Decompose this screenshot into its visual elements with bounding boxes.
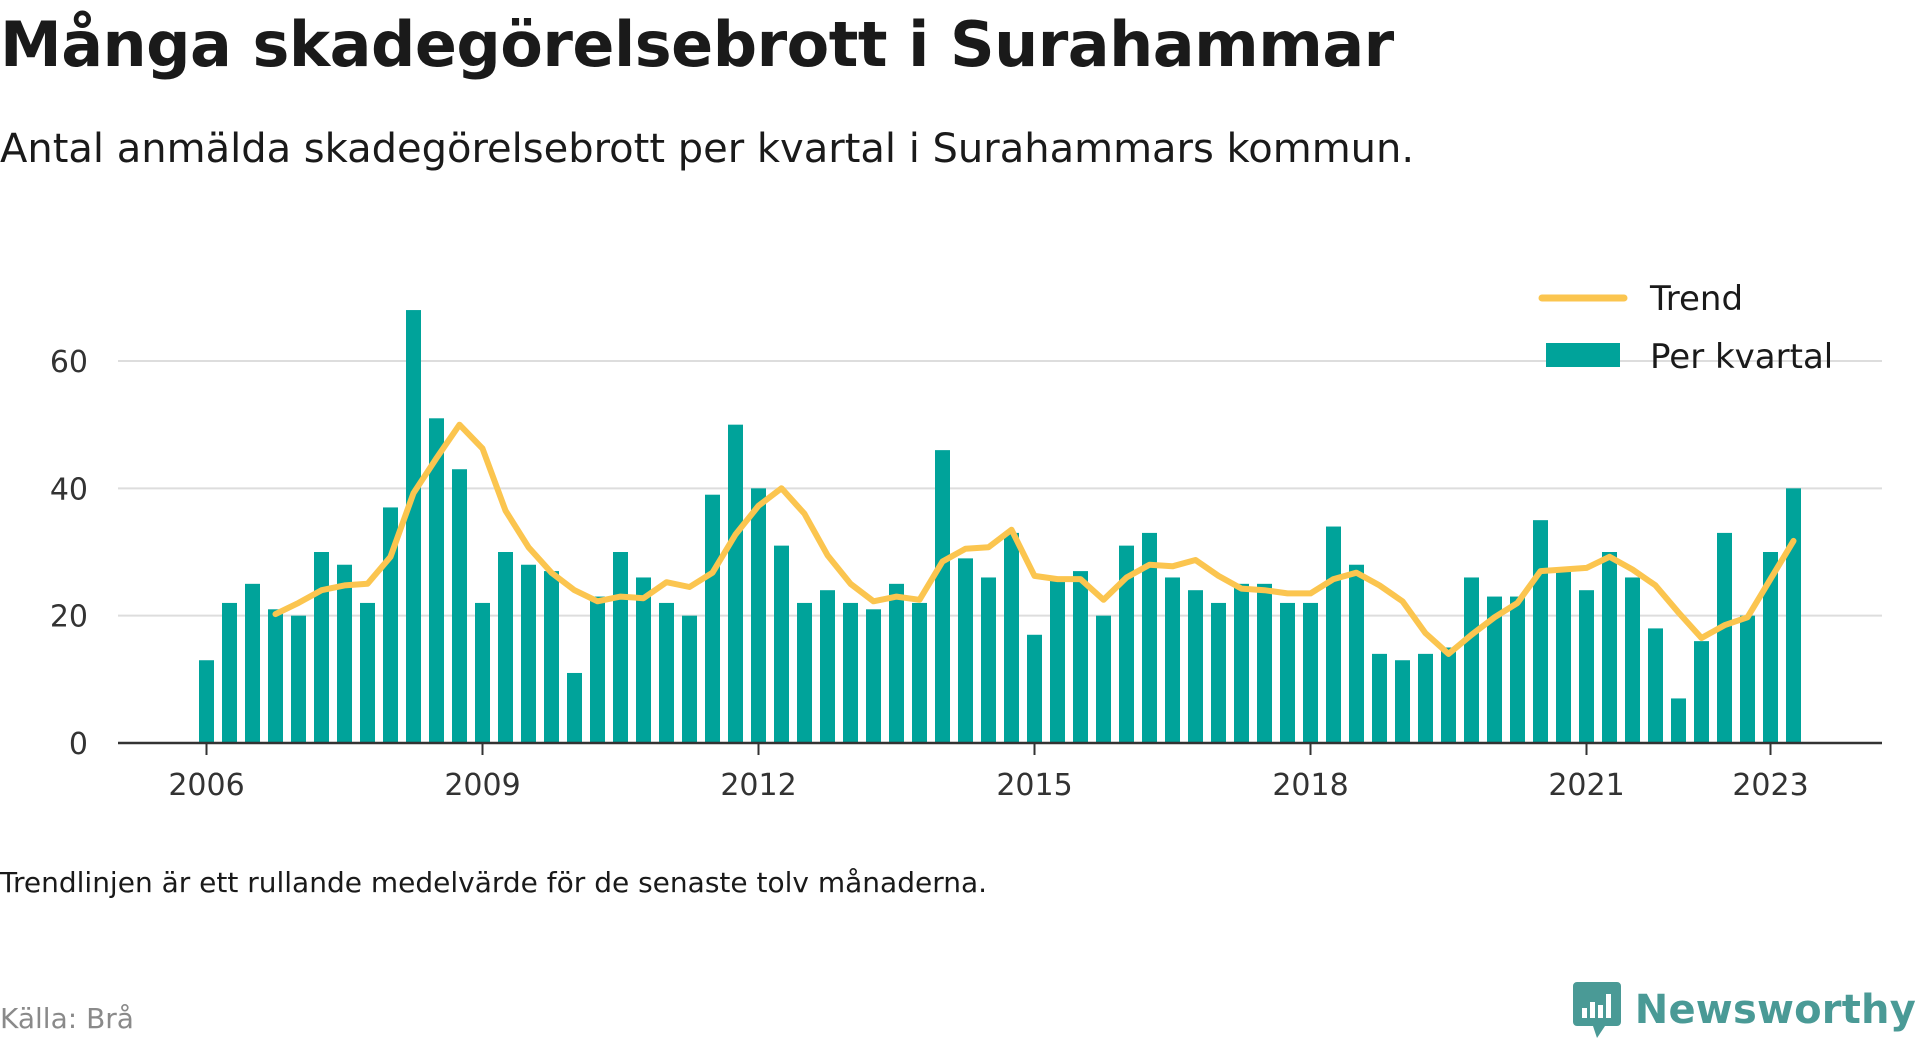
- bar: [705, 494, 720, 743]
- bar: [1027, 634, 1042, 743]
- bar: [1533, 520, 1548, 743]
- bar: [1257, 583, 1272, 743]
- bar: [866, 609, 881, 743]
- bar: [1671, 698, 1686, 743]
- bar: [1326, 526, 1341, 743]
- bar: [682, 615, 697, 743]
- bar: [1602, 552, 1617, 743]
- bar: [1625, 577, 1640, 743]
- bar: [429, 418, 444, 743]
- line-series-trend: [272, 421, 1797, 657]
- bar: [843, 602, 858, 743]
- bar: [659, 602, 674, 743]
- bar: [1280, 602, 1295, 743]
- bar: [1211, 602, 1226, 743]
- legend-bar-swatch: [1546, 343, 1620, 367]
- chart-subtitle: Antal anmälda skadegörelsebrott per kvar…: [0, 126, 1415, 172]
- bar: [751, 488, 766, 743]
- x-tick-label: 2018: [1272, 768, 1348, 803]
- source-label: Källa: Brå: [0, 1002, 134, 1035]
- bar: [1487, 596, 1502, 743]
- bar: [935, 450, 950, 743]
- brand-name: Newsworthy: [1634, 987, 1916, 1033]
- bar: [337, 564, 352, 743]
- bar: [1579, 590, 1594, 743]
- bar: [1165, 577, 1180, 743]
- bar: [567, 672, 582, 743]
- x-tick-label: 2015: [996, 768, 1072, 803]
- bar: [291, 615, 306, 743]
- bar: [1556, 571, 1571, 743]
- bar: [1372, 653, 1387, 743]
- bar-series-per-kvartal: [199, 310, 1801, 743]
- bar: [245, 583, 260, 743]
- y-tick-label: 60: [50, 345, 88, 380]
- x-tick-label: 2021: [1548, 768, 1624, 803]
- bar: [1234, 583, 1249, 743]
- bar: [958, 558, 973, 743]
- y-tick-label: 0: [69, 727, 88, 762]
- legend-trend-label: Trend: [1649, 279, 1743, 319]
- bar: [498, 552, 513, 743]
- bar: [1050, 577, 1065, 743]
- bar: [544, 571, 559, 743]
- bar: [360, 602, 375, 743]
- bar: [1740, 615, 1755, 743]
- bar: [1418, 653, 1433, 743]
- bar: [1464, 577, 1479, 743]
- newsworthy-logo-icon: [1572, 982, 1621, 1038]
- bar: [199, 660, 214, 743]
- bar: [797, 602, 812, 743]
- bar: [774, 545, 789, 743]
- bar: [222, 602, 237, 743]
- trend-line: [272, 421, 1797, 657]
- bar: [1073, 571, 1088, 743]
- bar: [613, 552, 628, 743]
- bar: [1096, 615, 1111, 743]
- bar: [521, 564, 536, 743]
- bar: [1349, 564, 1364, 743]
- y-tick-label: 20: [50, 600, 88, 635]
- brand-logo: Newsworthy: [1571, 980, 1916, 1040]
- bar: [1510, 596, 1525, 743]
- legend-bar-label: Per kvartal: [1650, 337, 1833, 377]
- bar: [314, 552, 329, 743]
- x-tick-label: 2012: [720, 768, 796, 803]
- bar: [383, 507, 398, 743]
- bar: [1303, 602, 1318, 743]
- bar: [1188, 590, 1203, 743]
- bar: [452, 469, 467, 743]
- bar: [590, 596, 605, 743]
- bar: [1004, 532, 1019, 743]
- bar: [1142, 532, 1157, 743]
- bar: [1395, 660, 1410, 743]
- x-tick-label: 2023: [1732, 768, 1808, 803]
- bar: [912, 602, 927, 743]
- chart-note: Trendlinjen är ett rullande medelvärde f…: [0, 866, 988, 899]
- bar: [1786, 488, 1801, 743]
- x-tick-label: 2006: [168, 768, 244, 803]
- bar: [268, 609, 283, 743]
- legend: Trend Per kvartal: [1538, 279, 1833, 377]
- y-tick-label: 40: [50, 472, 88, 507]
- bar: [1648, 628, 1663, 743]
- bar: [1441, 647, 1456, 743]
- bar: [981, 577, 996, 743]
- bar: [1717, 532, 1732, 743]
- bar: [728, 424, 743, 743]
- bar: [1763, 552, 1778, 743]
- bar: [475, 602, 490, 743]
- x-tick-label: 2009: [444, 768, 520, 803]
- bar: [1694, 641, 1709, 743]
- bar: [636, 577, 651, 743]
- bar: [406, 310, 421, 743]
- chart-title: Många skadegörelsebrott i Surahammar: [0, 8, 1394, 81]
- bar: [820, 590, 835, 743]
- bar: [1119, 545, 1134, 743]
- bar: [889, 583, 904, 743]
- axes: 2006 2009 2012 2015 2018 2021 2023: [118, 741, 1882, 803]
